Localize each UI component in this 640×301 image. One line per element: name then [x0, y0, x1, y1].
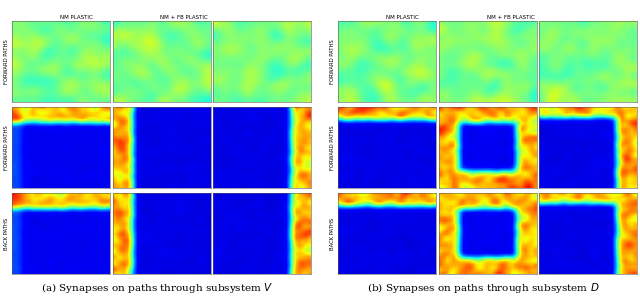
Text: NM + FB PLASTIC: NM + FB PLASTIC [486, 14, 534, 20]
Text: (a) Synapses on paths through subsystem $V$: (a) Synapses on paths through subsystem … [41, 281, 273, 295]
Text: (b) Synapses on paths through subsystem $D$: (b) Synapses on paths through subsystem … [367, 281, 599, 295]
Text: FORWARD PATHS: FORWARD PATHS [4, 39, 10, 84]
Text: FORWARD PATHS: FORWARD PATHS [4, 125, 10, 170]
Text: FORWARD PATHS: FORWARD PATHS [330, 39, 335, 84]
Text: FORWARD PATHS: FORWARD PATHS [330, 125, 335, 170]
Text: NM PLASTIC: NM PLASTIC [60, 14, 93, 20]
Text: NM + FB PLASTIC: NM + FB PLASTIC [161, 14, 208, 20]
Text: BACK PATHS: BACK PATHS [330, 217, 335, 250]
Text: NM PLASTIC: NM PLASTIC [387, 14, 419, 20]
Text: BACK PATHS: BACK PATHS [4, 217, 10, 250]
